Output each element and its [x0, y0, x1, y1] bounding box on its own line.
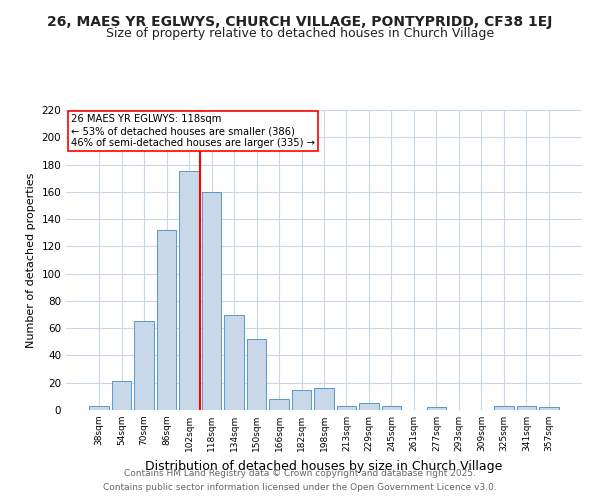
Bar [157, 230, 176, 410]
Bar [359, 403, 379, 410]
Bar [202, 192, 221, 410]
Bar [337, 406, 356, 410]
Bar [314, 388, 334, 410]
Bar [247, 339, 266, 410]
Bar [112, 382, 131, 410]
Bar [179, 172, 199, 410]
Bar [224, 314, 244, 410]
Bar [539, 408, 559, 410]
Text: Contains public sector information licensed under the Open Government Licence v3: Contains public sector information licen… [103, 484, 497, 492]
Bar [89, 406, 109, 410]
Bar [134, 322, 154, 410]
Text: 26, MAES YR EGLWYS, CHURCH VILLAGE, PONTYPRIDD, CF38 1EJ: 26, MAES YR EGLWYS, CHURCH VILLAGE, PONT… [47, 15, 553, 29]
Text: Contains HM Land Registry data © Crown copyright and database right 2025.: Contains HM Land Registry data © Crown c… [124, 468, 476, 477]
Text: Size of property relative to detached houses in Church Village: Size of property relative to detached ho… [106, 28, 494, 40]
Bar [382, 406, 401, 410]
Bar [269, 399, 289, 410]
Bar [427, 408, 446, 410]
Bar [292, 390, 311, 410]
Y-axis label: Number of detached properties: Number of detached properties [26, 172, 36, 348]
X-axis label: Distribution of detached houses by size in Church Village: Distribution of detached houses by size … [145, 460, 503, 472]
Text: 26 MAES YR EGLWYS: 118sqm
← 53% of detached houses are smaller (386)
46% of semi: 26 MAES YR EGLWYS: 118sqm ← 53% of detac… [71, 114, 315, 148]
Bar [517, 406, 536, 410]
Bar [494, 406, 514, 410]
